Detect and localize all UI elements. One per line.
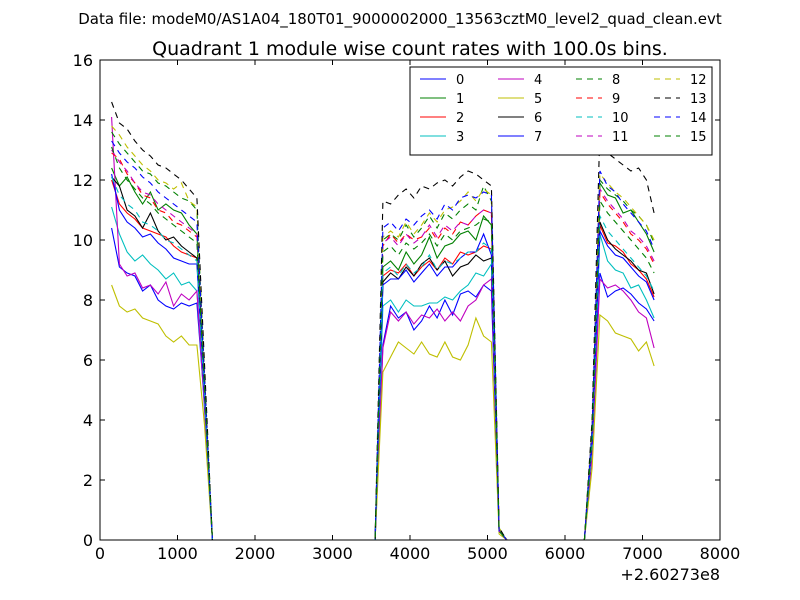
legend-box [409,66,713,156]
legend-label-11: 11 [612,130,629,145]
legend-label-6: 6 [534,111,542,126]
legend-label-15: 15 [690,130,707,145]
legend-label-7: 7 [534,130,542,145]
chart-title: Quadrant 1 module wise count rates with … [152,38,668,60]
legend-label-4: 4 [534,73,542,88]
axes-group: 0 1000 2000 3000 4000 5000 6000 7000 80000246810… [73,51,741,563]
x-tick-label: 6000 [545,544,586,563]
series-line-14 [111,140,655,541]
y-tick-label: 6 [83,351,93,370]
x-tick-label: 3000 [312,544,353,563]
y-tick-label: 14 [73,111,93,130]
series-line-4 [111,116,655,541]
x-tick-label: 1000 [157,544,198,563]
x-offset-label: +2.60273e8 [620,565,720,584]
legend-label-12: 12 [690,73,707,88]
legend-label-2: 2 [456,111,464,126]
legend-label-8: 8 [612,73,620,88]
y-tick-label: 2 [83,471,93,490]
x-tick-label: 4000 [390,544,431,563]
legend-label-13: 13 [690,92,707,107]
legend-label-9: 9 [612,92,620,107]
legend-label-3: 3 [456,130,464,145]
x-tick-label: 0 [95,544,105,563]
x-tick-label: 2000 [235,544,276,563]
y-tick-label: 10 [73,231,93,250]
legend-label-5: 5 [534,92,542,107]
chart-suptitle: Data file: modeM0/AS1A04_180T01_90000020… [78,10,722,29]
x-tick-label: 7000 [622,544,663,563]
x-tick-label: 5000 [467,544,508,563]
y-tick-label: 0 [83,531,93,550]
x-tick-label: 8000 [700,544,741,563]
plot-series-group [111,101,655,541]
y-tick-label: 16 [73,51,93,70]
legend-label-0: 0 [456,73,464,88]
y-tick-label: 12 [73,171,93,190]
series-line-12 [111,125,655,541]
y-tick-label: 4 [83,411,93,430]
legend-label-1: 1 [456,92,464,107]
y-tick-label: 8 [83,291,93,310]
legend-label-10: 10 [612,111,629,126]
series-line-10 [111,176,655,541]
legend-label-14: 14 [690,111,707,126]
